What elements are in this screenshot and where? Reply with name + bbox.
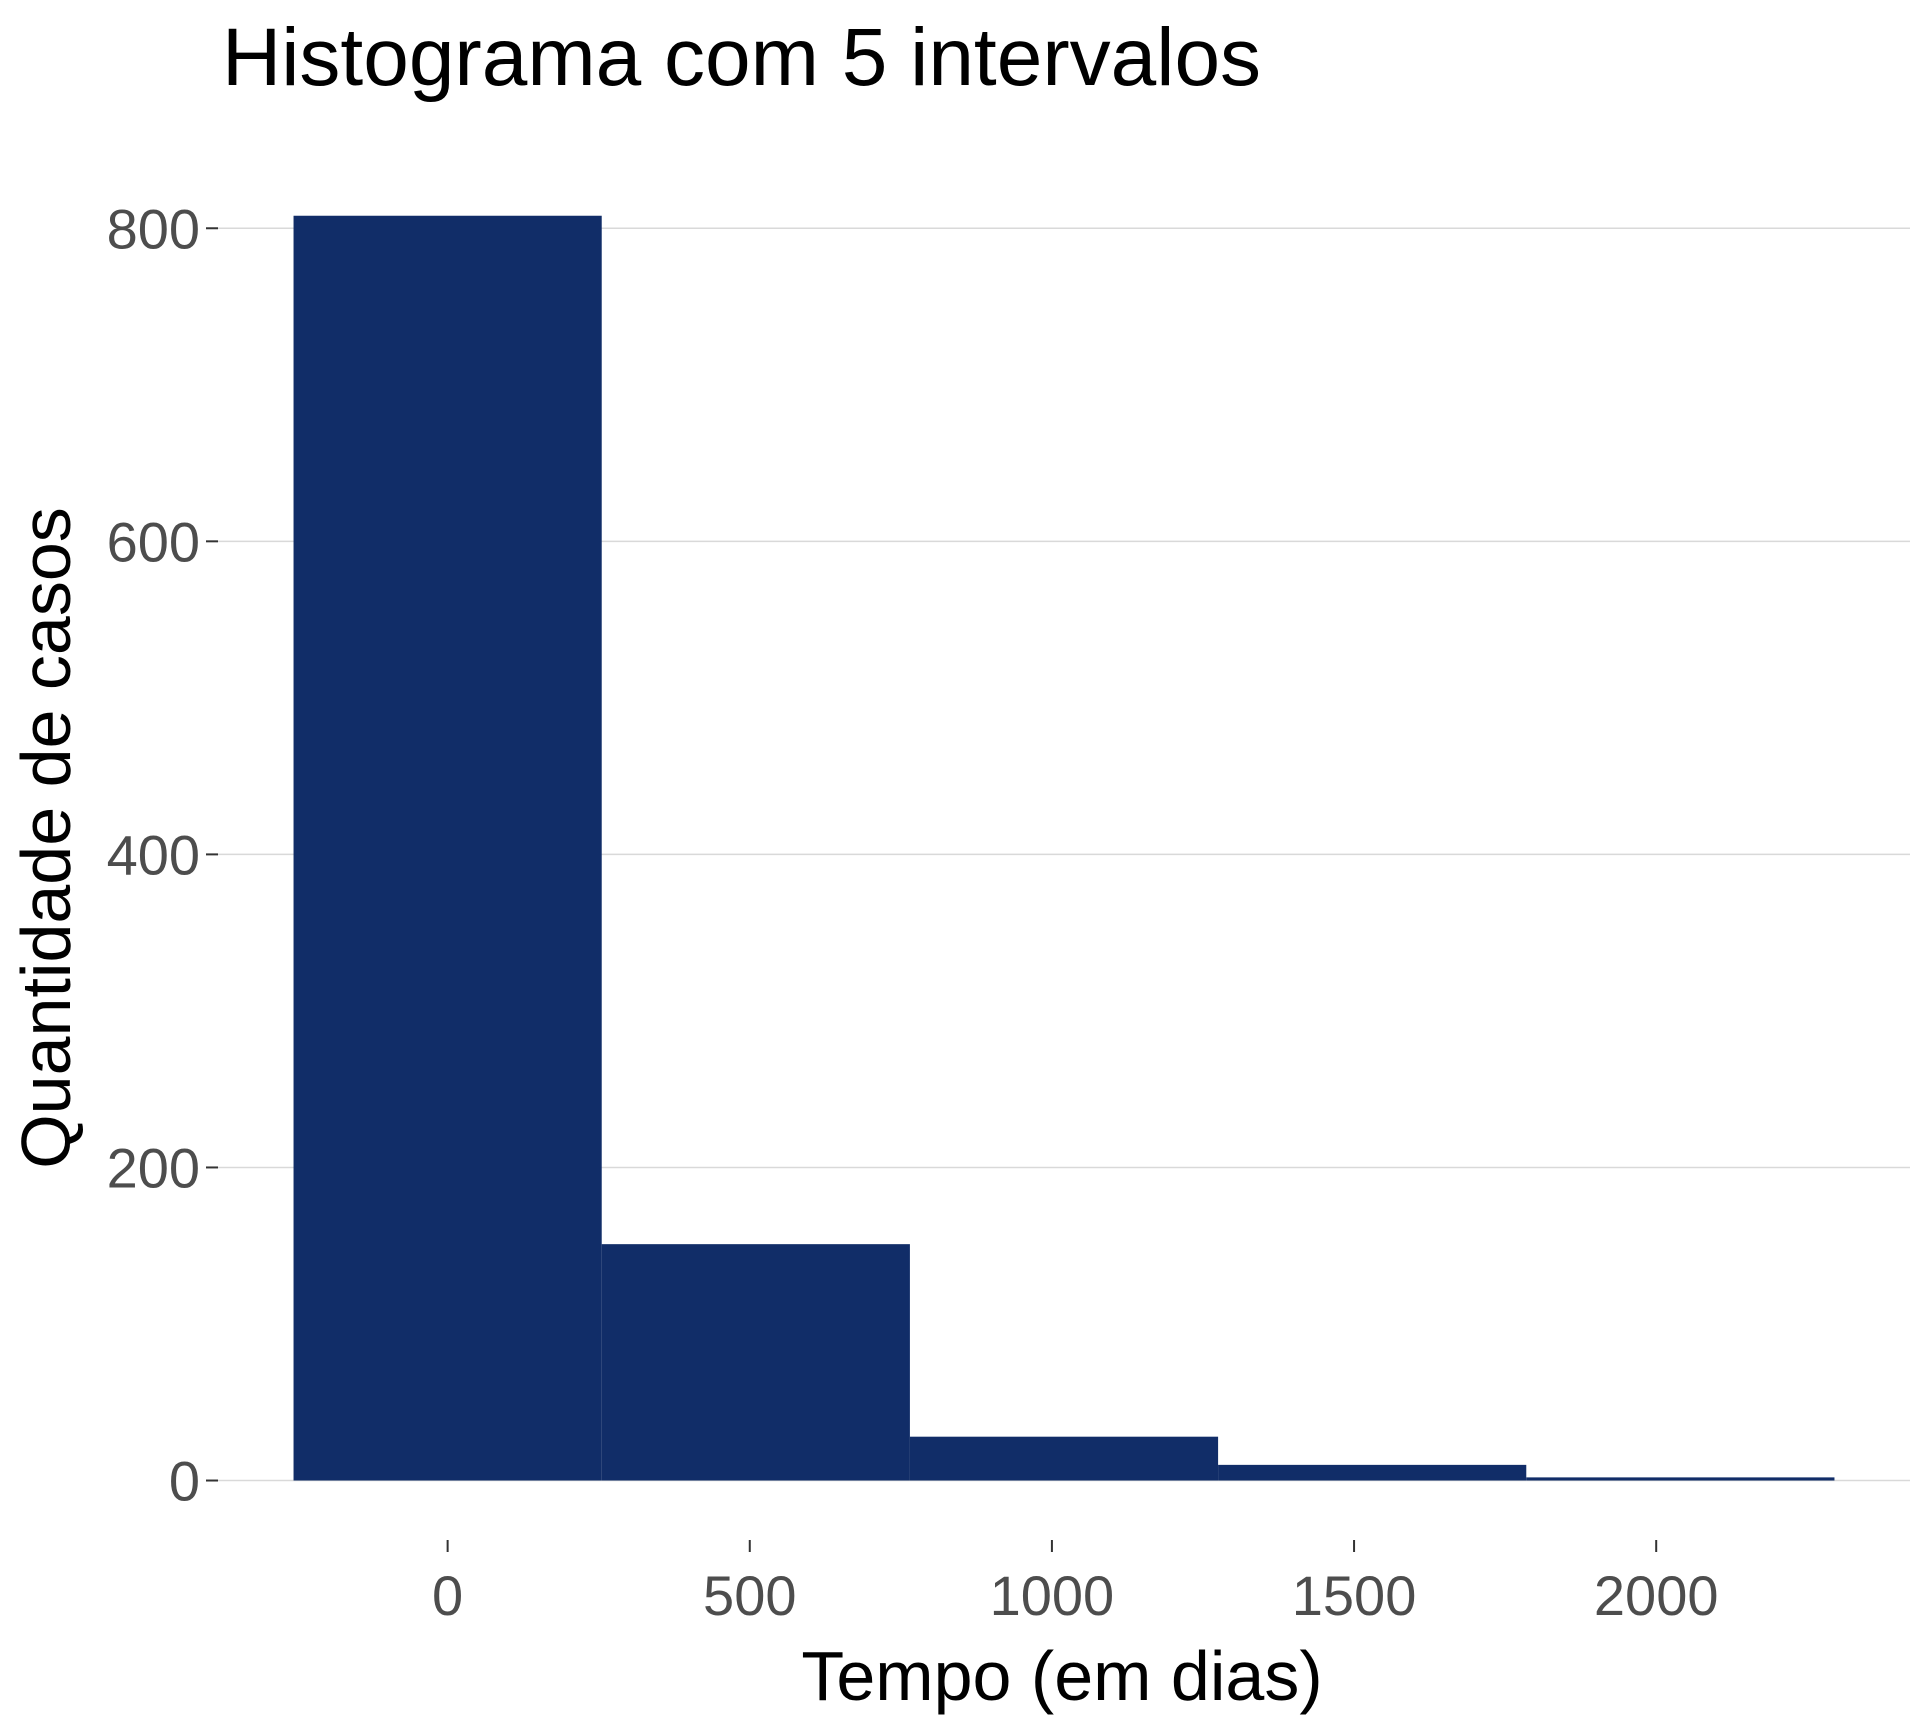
histogram-bar: [1218, 1464, 1527, 1481]
x-tick-label: 500: [703, 1564, 796, 1627]
y-tick-label: 200: [107, 1136, 200, 1199]
y-axis-title: Quantidade de casos: [7, 507, 85, 1169]
bars: [293, 215, 1835, 1481]
x-tick-label: 0: [432, 1564, 463, 1627]
x-axis: 0 500 1000 1500 2000: [432, 1540, 1718, 1627]
histogram-bar: [293, 215, 602, 1481]
histogram-bar: [1526, 1477, 1835, 1481]
x-axis-title: Tempo (em dias): [801, 1637, 1322, 1715]
y-tick-label: 400: [107, 823, 200, 886]
x-tick-label: 1000: [990, 1564, 1115, 1627]
x-tick-label: 2000: [1594, 1564, 1719, 1627]
histogram-bar: [909, 1436, 1219, 1481]
y-tick-label: 0: [169, 1450, 200, 1513]
x-tick-label: 1500: [1292, 1564, 1417, 1627]
chart-title: Histograma com 5 intervalos: [222, 12, 1261, 103]
y-axis: 0 200 400 600 800: [107, 197, 218, 1513]
y-tick-label: 800: [107, 197, 200, 260]
y-tick-label: 600: [107, 510, 200, 573]
histogram-bar: [601, 1244, 910, 1481]
